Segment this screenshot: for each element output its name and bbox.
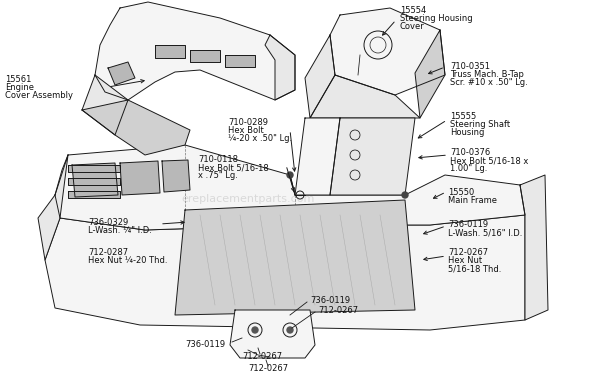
Polygon shape [68,191,120,198]
Text: 736-0119: 736-0119 [185,340,225,349]
Text: 712-0267: 712-0267 [242,352,282,361]
Polygon shape [95,2,295,100]
Text: Hex Bolt 5/16-18: Hex Bolt 5/16-18 [198,163,269,172]
Polygon shape [265,35,295,100]
Text: 712-0267: 712-0267 [448,248,488,257]
Text: Truss Mach. B-Tap: Truss Mach. B-Tap [450,70,524,79]
Text: Scr. #10 x .50" Lg.: Scr. #10 x .50" Lg. [450,78,527,87]
Text: 712-0267: 712-0267 [318,306,358,315]
Text: Engine: Engine [5,83,34,92]
Polygon shape [45,215,525,330]
Polygon shape [162,160,190,192]
Circle shape [402,192,408,198]
Circle shape [252,327,258,333]
Polygon shape [120,161,160,195]
Polygon shape [310,75,420,118]
Text: Cover Assembly: Cover Assembly [5,91,73,100]
Text: x .75" Lg.: x .75" Lg. [198,171,238,180]
Polygon shape [68,165,120,172]
Polygon shape [38,155,68,260]
Text: Hex Nut: Hex Nut [448,256,482,265]
Text: 15561: 15561 [5,75,31,84]
Polygon shape [190,50,220,62]
Text: 1.00" Lg.: 1.00" Lg. [450,164,487,173]
Text: 736-0119: 736-0119 [448,220,488,229]
Polygon shape [82,75,128,135]
Text: L-Wash. ¼" I.D.: L-Wash. ¼" I.D. [88,226,152,235]
Polygon shape [415,30,445,118]
Text: Steering Housing: Steering Housing [400,14,473,23]
Polygon shape [230,310,315,358]
Polygon shape [55,145,525,230]
Polygon shape [175,200,415,315]
Circle shape [287,172,293,178]
Text: 710-0351: 710-0351 [450,62,490,71]
Circle shape [287,327,293,333]
Text: ereplacementparts.com: ereplacementparts.com [181,194,314,204]
Polygon shape [330,118,415,195]
Text: Hex Bolt: Hex Bolt [228,126,264,135]
Text: 736-0329: 736-0329 [88,218,128,227]
Polygon shape [82,100,190,155]
Text: L-Wash. 5/16" I.D.: L-Wash. 5/16" I.D. [448,228,522,237]
Text: 5/16-18 Thd.: 5/16-18 Thd. [448,264,502,273]
Polygon shape [520,175,548,320]
Text: Hex Bolt 5/16-18 x: Hex Bolt 5/16-18 x [450,156,529,165]
Polygon shape [155,45,185,58]
Text: Main Frame: Main Frame [448,196,497,205]
Text: 712-0287: 712-0287 [88,248,128,257]
Polygon shape [305,35,335,118]
Polygon shape [72,163,118,197]
Text: 710-0376: 710-0376 [450,148,490,157]
Text: Hex Nut ¼-20 Thd.: Hex Nut ¼-20 Thd. [88,256,168,265]
Text: 710-0118: 710-0118 [198,155,238,164]
Text: Cover: Cover [400,22,425,31]
Polygon shape [225,55,255,67]
Polygon shape [68,178,120,185]
Text: 15554: 15554 [400,6,426,15]
Text: ¼-20 x .50" Lg.: ¼-20 x .50" Lg. [228,134,292,143]
Text: Housing: Housing [450,128,484,137]
Text: Steering Shaft: Steering Shaft [450,120,510,129]
Text: 736-0119: 736-0119 [310,296,350,305]
Polygon shape [330,8,445,95]
Polygon shape [295,118,340,195]
Polygon shape [108,62,135,85]
Text: 710-0289: 710-0289 [228,118,268,127]
Text: 712-0267: 712-0267 [248,364,288,373]
Text: 15555: 15555 [450,112,476,121]
Text: 15550: 15550 [448,188,474,197]
